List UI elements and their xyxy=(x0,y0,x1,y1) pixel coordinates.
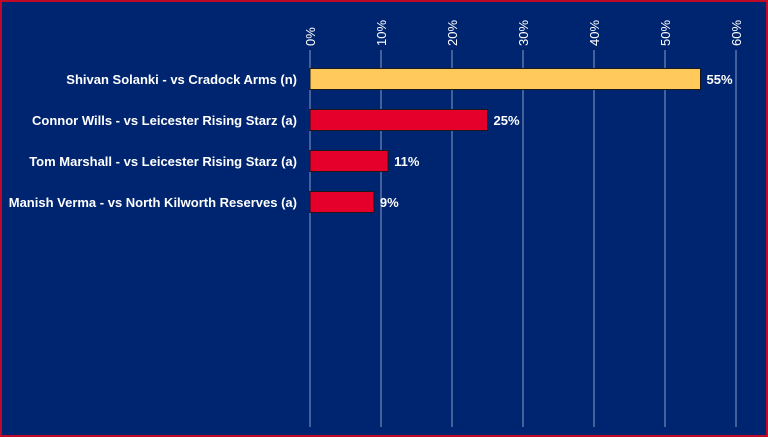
x-tick-label: 40% xyxy=(587,20,602,46)
bar xyxy=(309,150,389,172)
data-label: 11% xyxy=(394,154,420,169)
category-labels: Shivan Solanki - vs Cradock Arms (n) Conn… xyxy=(9,72,297,210)
x-tick-label: 10% xyxy=(374,20,389,46)
category-label: Tom Marshall - vs Leicester Rising Starz… xyxy=(29,154,297,169)
category-label: Manish Verma - vs North Kilworth Reserve… xyxy=(9,195,297,210)
data-label: 55% xyxy=(707,72,733,87)
data-label: 25% xyxy=(494,113,520,128)
x-tick-label: 50% xyxy=(658,20,673,46)
bars xyxy=(309,68,701,213)
x-tick-label: 30% xyxy=(516,20,531,46)
category-label: Shivan Solanki - vs Cradock Arms (n) xyxy=(66,72,297,87)
x-tick-label: 20% xyxy=(445,20,460,46)
bar xyxy=(309,109,488,131)
category-label: Connor Wills - vs Leicester Rising Starz… xyxy=(32,113,297,128)
bar xyxy=(309,191,375,213)
data-label: 9% xyxy=(380,195,399,210)
x-tick-label: 0% xyxy=(303,27,318,46)
gridlines xyxy=(309,50,737,427)
x-axis-tick-labels: 0% 10% 20% 30% 40% 50% 60% xyxy=(303,20,744,46)
bar xyxy=(309,68,701,90)
x-tick-label: 60% xyxy=(729,20,744,46)
data-labels: 55% 25% 11% 9% xyxy=(380,72,733,210)
